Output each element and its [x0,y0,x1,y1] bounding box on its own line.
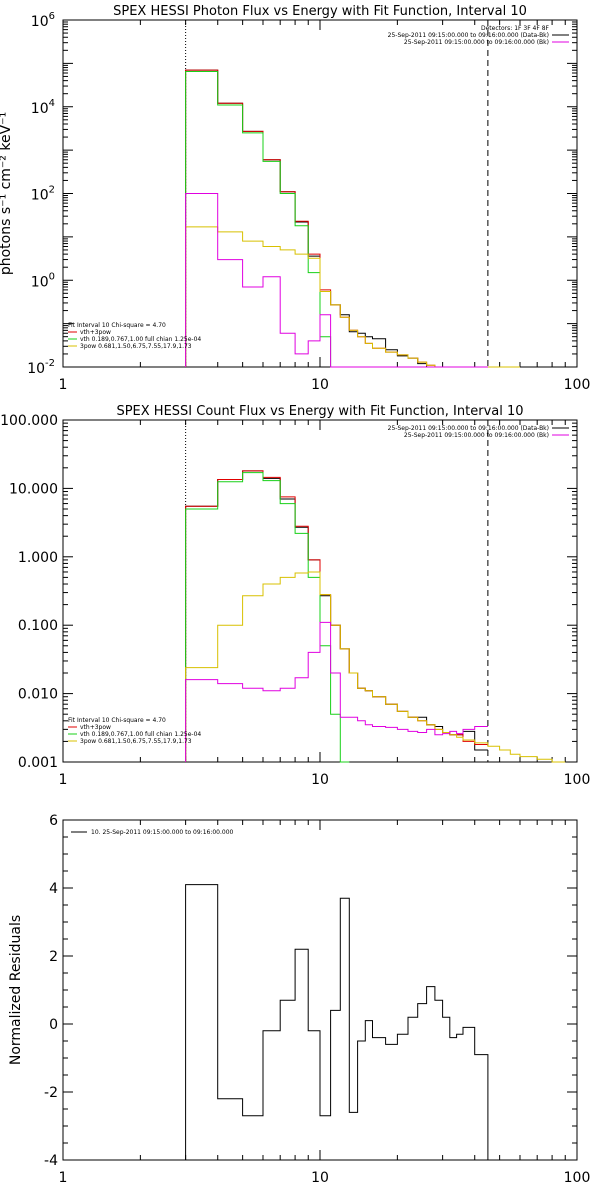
photon-y-tick-label: 100 [31,271,55,290]
photon-legend-bottom-text: 3pow 0.681,1.50,6.75,7.55,17.9,1.73 [80,343,192,350]
count-legend-bottom-header: Fit Interval 10 Chi-square = 4.70 [68,717,166,724]
count-legend-bottom-text: 3pow 0.681,1.50,6.75,7.55,17.9,1.73 [80,738,192,745]
photon-series-4 [185,193,488,368]
photon-title: SPEX HESSI Photon Flux vs Energy with Fi… [113,4,527,19]
photon-legend-bottom-text: vth+3pow [80,329,111,336]
residuals-y-tick-label: 6 [49,813,58,829]
photon-y-axis-label: photons s⁻¹ cm⁻² keV⁻¹ [0,112,14,275]
count-y-tick-label: 10.000 [9,481,58,497]
count-legend-top-text: 25-Sep-2011 09:15:00.000 to 09:16:00.000… [388,425,549,432]
photon-series-2 [185,71,350,368]
residuals-y-tick-label: 2 [49,949,58,965]
count-series-4 [185,621,488,762]
residuals-y-tick-label: -2 [44,1085,58,1101]
count-y-tick-label: 1.000 [18,550,58,566]
count-x-tick-label: 1 [59,772,68,788]
residuals-legend-top-text: 10. 25-Sep-2011 09:15:00.000 to 09:16:00… [91,829,234,836]
count-x-tick-label: 10 [311,772,329,788]
photon-chart: SPEX HESSI Photon Flux vs Energy with Fi… [0,4,590,393]
photon-x-tick-label: 10 [311,377,329,393]
count-legend-top-text: 25-Sep-2011 09:15:00.000 to 09:16:00.000… [404,432,549,439]
photon-series-3 [185,226,520,368]
photon-legend-top-text: 25-Sep-2011 09:15:00.000 to 09:16:00.000… [388,32,549,39]
count-x-tick-label: 100 [564,772,591,788]
count-title: SPEX HESSI Count Flux vs Energy with Fit… [116,404,523,419]
photon-legend-bottom-header: Fit Interval 10 Chi-square = 4.70 [68,322,166,329]
residuals-x-tick-label: 100 [564,1170,591,1186]
residuals-series-0 [185,884,489,1160]
photon-y-tick-label: 104 [31,98,55,117]
count-series-3 [185,571,566,763]
photon-x-tick-label: 100 [564,377,591,393]
residuals-x-tick-label: 1 [59,1170,68,1186]
count-y-tick-label: 100.000 [0,413,58,429]
photon-legend-top-text: Detectors: 1F 3F 4F 8F [481,25,550,32]
residuals-y-tick-label: -4 [44,1153,58,1169]
residuals-x-tick-label: 10 [311,1170,329,1186]
photon-y-tick-label: 106 [31,11,55,30]
residuals-y-tick-label: 4 [49,881,58,897]
residuals-y-axis-label: Normalized Residuals [8,915,24,1065]
photon-y-tick-label: 10-2 [27,358,55,377]
photon-y-tick-label: 102 [31,185,55,204]
count-chart: SPEX HESSI Count Flux vs Energy with Fit… [0,404,590,788]
count-legend-bottom-text: vth+3pow [80,724,111,731]
count-y-tick-label: 0.001 [18,755,58,771]
photon-x-tick-label: 1 [59,377,68,393]
count-y-tick-label: 0.010 [18,687,58,703]
photon-legend-bottom-text: vth 0.189,0.767,1.00 full chian 1.25e-04 [80,336,201,343]
count-y-tick-label: 0.100 [18,618,58,634]
count-legend-bottom-text: vth 0.189,0.767,1.00 full chian 1.25e-04 [80,731,201,738]
count-series-1 [185,470,488,762]
photon-series-0 [185,69,488,368]
count-series-0 [185,470,488,762]
residuals-y-tick-label: 0 [49,1017,58,1033]
count-series-2 [185,472,350,763]
photon-legend-top-text: 25-Sep-2011 09:15:00.000 to 09:16:00.000… [404,39,549,46]
residuals-chart: 1 10 100 -4 -2 0 2 4 6 Normalized Residuals 10. 25… [8,813,590,1186]
